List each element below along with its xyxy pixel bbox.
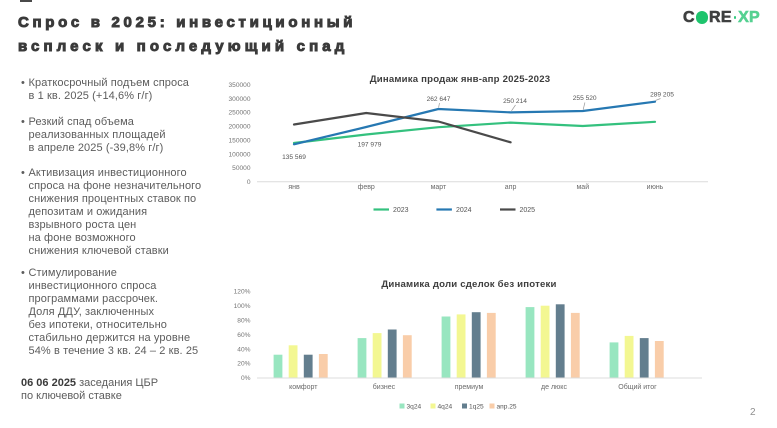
svg-text:янв: янв (288, 184, 300, 191)
svg-text:премиум: премиум (455, 384, 484, 391)
svg-text:40%: 40% (237, 346, 250, 353)
svg-text:1q25: 1q25 (469, 403, 484, 410)
svg-text:0%: 0% (241, 375, 251, 382)
svg-text:300000: 300000 (228, 96, 250, 103)
svg-text:80%: 80% (237, 318, 250, 325)
svg-text:100%: 100% (234, 303, 251, 310)
svg-text:289 205: 289 205 (650, 92, 674, 99)
svg-text:Общий итог: Общий итог (618, 383, 657, 391)
svg-text:255 520: 255 520 (573, 95, 597, 102)
svg-text:250 214: 250 214 (503, 98, 527, 105)
svg-text:150000: 150000 (228, 137, 250, 144)
svg-text:де люкс: де люкс (541, 384, 567, 391)
svg-text:3q24: 3q24 (407, 403, 422, 410)
svg-text:июнь: июнь (647, 184, 664, 191)
svg-text:200000: 200000 (228, 124, 250, 131)
svg-text:Динамика доли сделок без ипоте: Динамика доли сделок без ипотеки (381, 279, 556, 290)
svg-text:197 979: 197 979 (358, 142, 382, 149)
svg-text:апр: апр (505, 184, 517, 191)
svg-text:60%: 60% (237, 332, 250, 339)
svg-text:комфорт: комфорт (289, 384, 318, 391)
svg-text:2025: 2025 (520, 207, 536, 214)
svg-text:бизнес: бизнес (373, 383, 396, 391)
svg-text:февр: февр (358, 184, 375, 191)
svg-text:350000: 350000 (228, 82, 250, 89)
svg-text:апр.25: апр.25 (497, 403, 517, 410)
svg-text:0: 0 (247, 179, 251, 186)
svg-text:250000: 250000 (228, 110, 250, 117)
svg-text:20%: 20% (237, 361, 250, 368)
svg-text:2023: 2023 (393, 207, 409, 214)
svg-text:50000: 50000 (232, 165, 251, 172)
svg-text:135 569: 135 569 (282, 154, 306, 161)
svg-text:март: март (431, 184, 447, 191)
svg-text:май: май (576, 183, 589, 191)
svg-text:Динамика продаж янв-апр 2025-2: Динамика продаж янв-апр 2025-2023 (370, 74, 551, 85)
svg-text:4q24: 4q24 (438, 403, 453, 410)
svg-text:100000: 100000 (228, 151, 250, 158)
svg-text:120%: 120% (234, 289, 251, 296)
svg-text:262 647: 262 647 (427, 96, 451, 103)
svg-text:2024: 2024 (456, 207, 472, 214)
